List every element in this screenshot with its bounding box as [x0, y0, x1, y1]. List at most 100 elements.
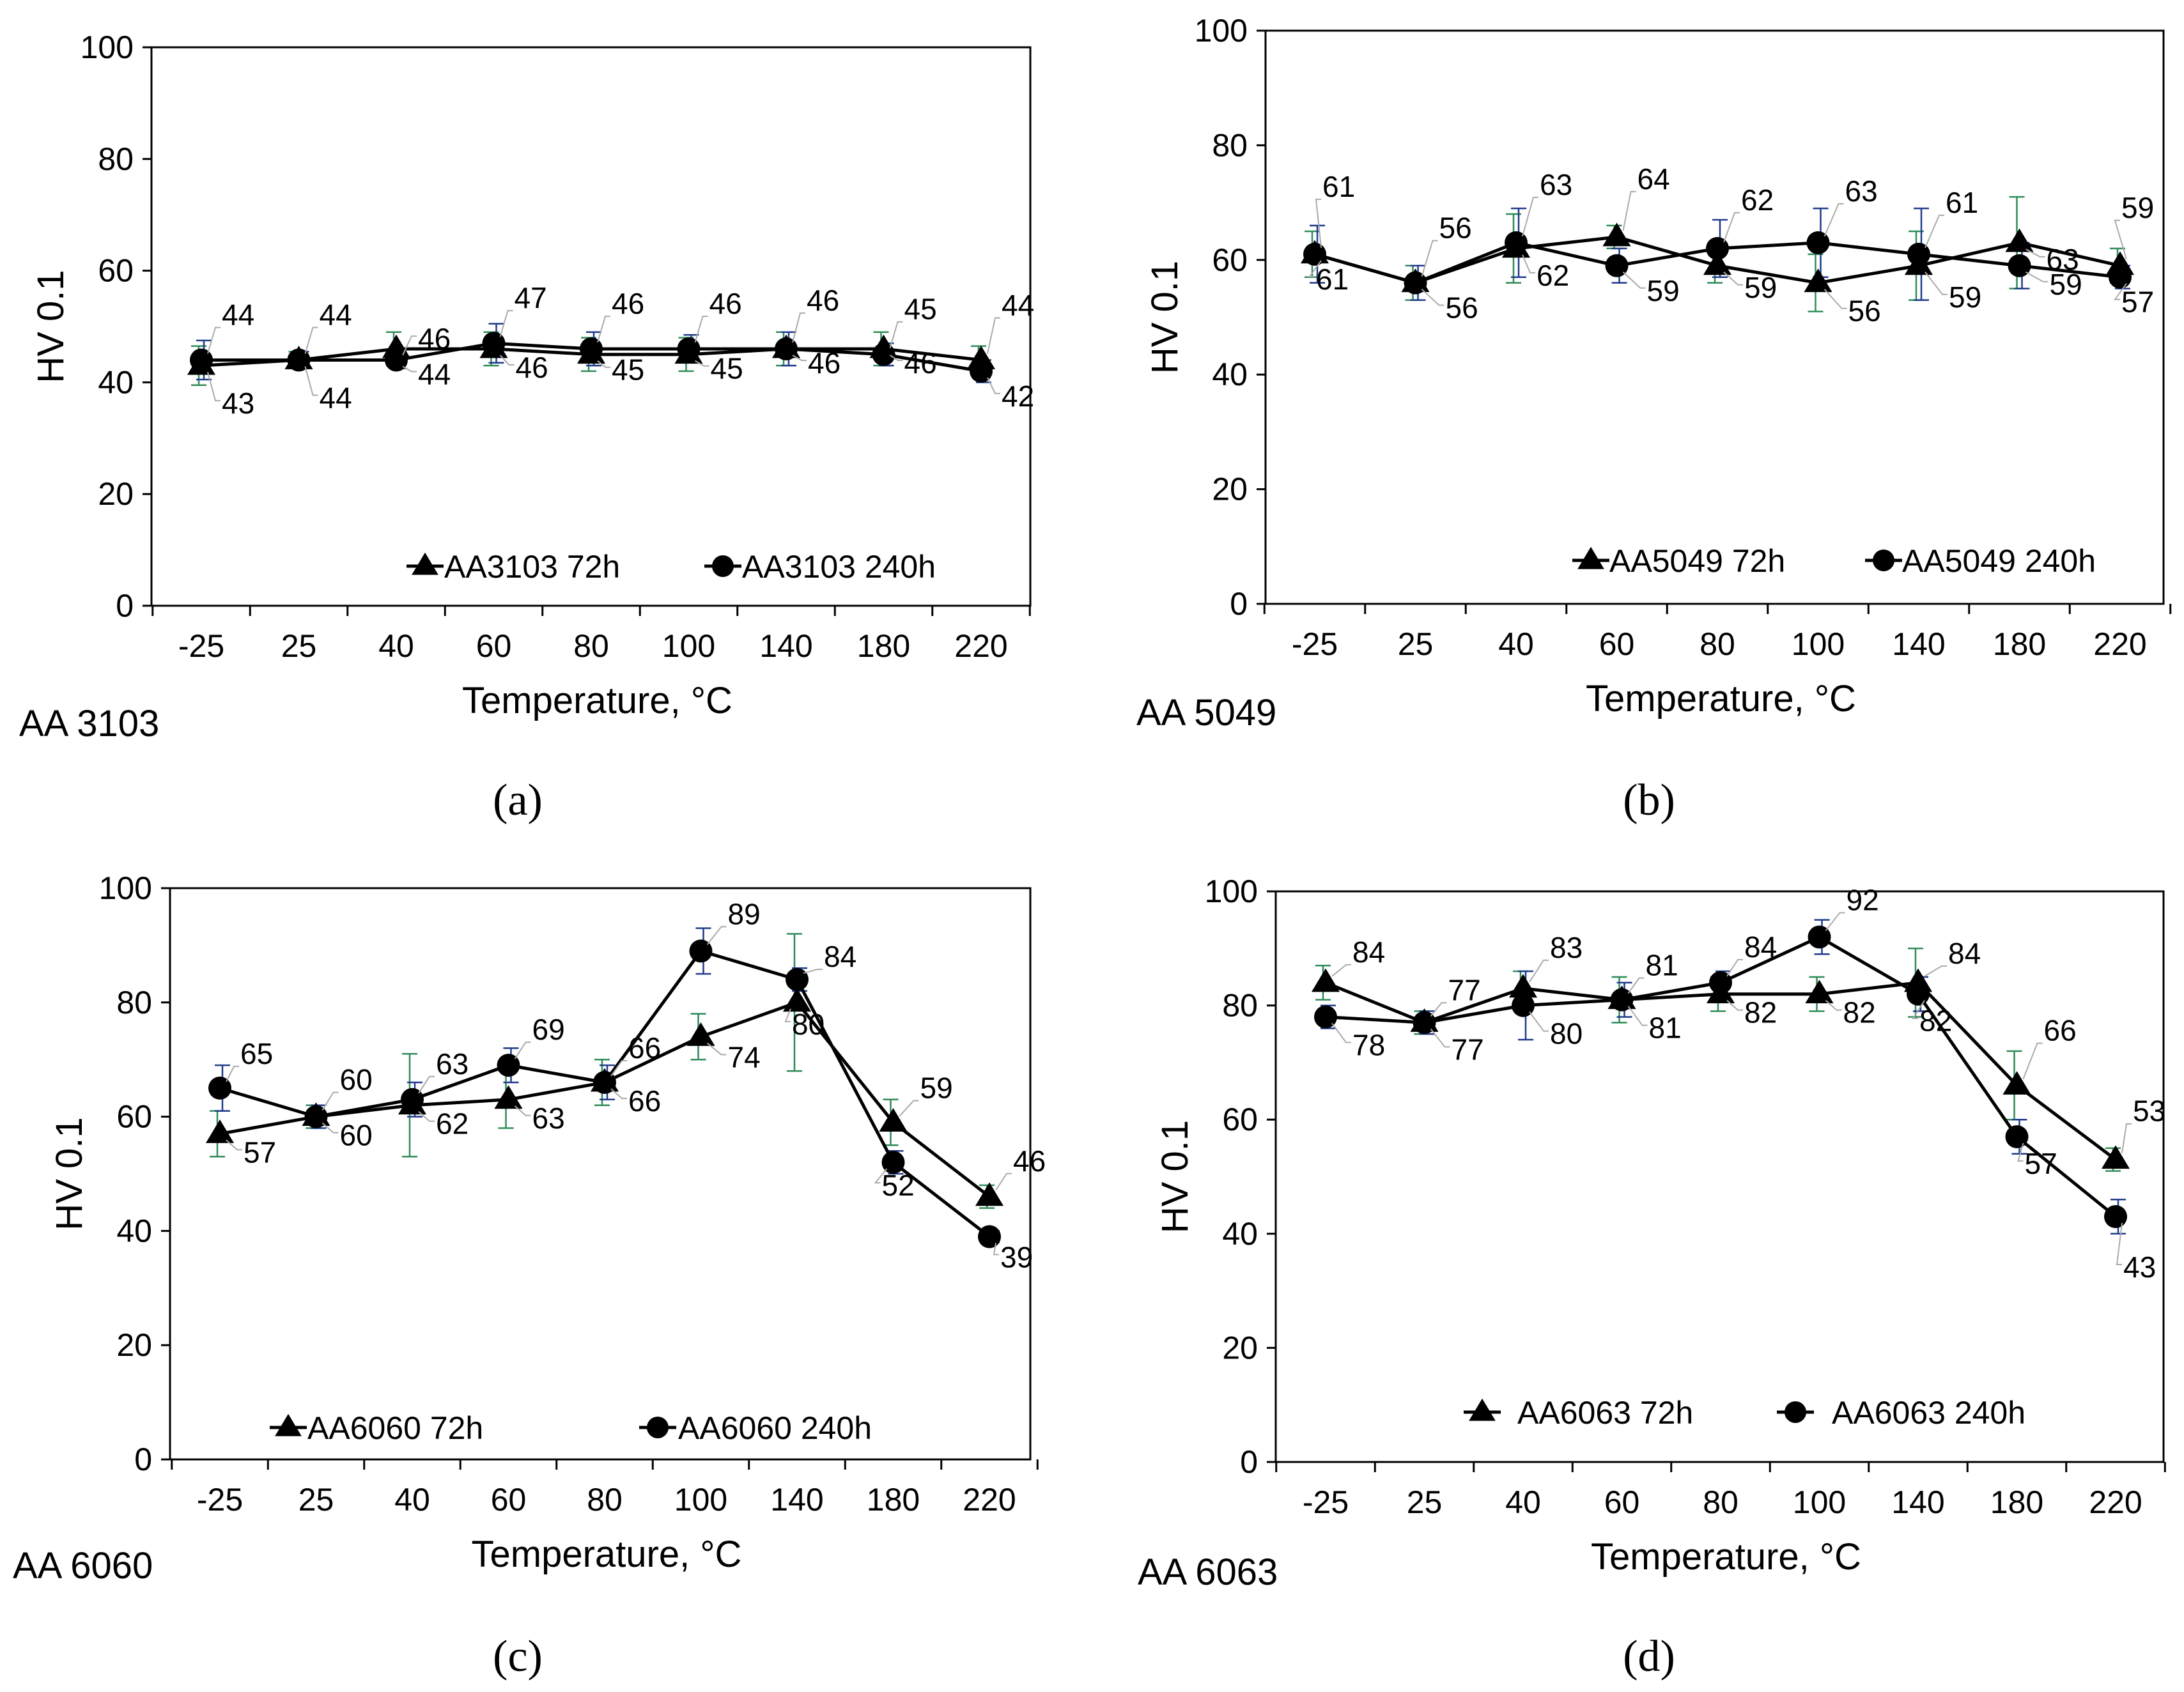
y-tick-label: 60: [98, 253, 134, 289]
y-tick-label: 80: [98, 141, 134, 177]
data-point-circle: [385, 348, 408, 372]
data-point-circle: [1605, 254, 1629, 277]
data-label: 61: [1316, 263, 1349, 296]
x-tick-label: 40: [394, 1482, 430, 1518]
data-point-circle: [1505, 231, 1528, 254]
data-label: 66: [2044, 1014, 2077, 1047]
x-tick-label: -25: [197, 1482, 243, 1518]
data-label: 63: [436, 1047, 469, 1081]
label-leader-line: [1622, 190, 1636, 231]
data-label: 46: [418, 322, 451, 355]
data-label: 42: [1002, 380, 1034, 413]
label-leader-line: [1522, 196, 1538, 237]
label-leader-line: [694, 315, 708, 343]
data-point-circle: [970, 359, 993, 383]
data-label: 53: [2133, 1095, 2165, 1128]
label-leader-line: [1308, 260, 1322, 277]
data-point-circle: [304, 1105, 328, 1128]
data-point-circle: [2008, 254, 2031, 277]
data-point-circle: [1314, 1005, 1337, 1029]
label-leader-line: [889, 321, 903, 348]
x-tick-label: 100: [1793, 1484, 1846, 1520]
x-tick-label: 40: [378, 628, 414, 664]
series-line-72h: [1325, 981, 2117, 1161]
x-tick-label: 140: [1891, 1484, 1944, 1520]
y-tick-label: 0: [116, 588, 134, 624]
data-point-circle: [401, 1088, 424, 1111]
label-leader-line: [514, 1042, 531, 1059]
data-label: 74: [728, 1040, 761, 1073]
label-leader-line: [226, 1139, 242, 1151]
x-tick-label: 80: [1703, 1484, 1739, 1520]
data-point-circle: [1303, 242, 1326, 266]
label-leader-line: [2114, 219, 2127, 260]
plot-area-frame: [169, 887, 1032, 1461]
alloy-label: AA 5049: [1136, 692, 1276, 734]
label-leader-line: [1824, 289, 1847, 309]
data-label: 69: [532, 1013, 565, 1046]
y-tick-label: 60: [1222, 1102, 1258, 1137]
label-leader-line: [1627, 977, 1645, 994]
x-tick-label: 80: [587, 1482, 623, 1518]
alloy-label: AA 3103: [19, 703, 159, 744]
legend-label: AA6060 240h: [678, 1410, 872, 1446]
data-label: 84: [1948, 937, 1981, 970]
legend-label: AA6063 72h: [1517, 1395, 1693, 1431]
label-leader-line: [1924, 965, 1947, 977]
data-label: 43: [222, 387, 254, 420]
data-label: 66: [628, 1031, 661, 1065]
data-point-triangle: [1804, 268, 1832, 293]
label-leader-line: [803, 969, 823, 974]
y-axis-title: HV 0.1: [1154, 1120, 1196, 1233]
legend-marker-circle: [1873, 550, 1894, 571]
data-point-triangle: [975, 1182, 1004, 1206]
x-tick-label: 60: [491, 1482, 527, 1518]
data-point-circle: [580, 337, 603, 360]
data-label: 80: [792, 1008, 825, 1041]
plot-area-frame: [1274, 890, 2165, 1463]
y-axis-title: HV 0.1: [30, 270, 72, 383]
label-leader-line: [1529, 1011, 1549, 1032]
data-label: 77: [1452, 1033, 1484, 1066]
y-tick-label: 40: [116, 1213, 152, 1249]
legend-label: AA3103 72h: [444, 549, 620, 585]
panel-caption: (a): [493, 776, 543, 825]
data-point-circle: [1709, 971, 1732, 994]
data-point-circle: [482, 332, 506, 355]
label-leader-line: [2022, 1042, 2043, 1079]
label-leader-line: [993, 1243, 999, 1256]
data-point-circle: [2005, 1125, 2029, 1148]
label-leader-line: [304, 327, 318, 354]
label-leader-line: [1925, 272, 1948, 295]
data-label: 62: [436, 1107, 469, 1141]
data-label: 59: [920, 1072, 953, 1105]
label-leader-line: [2121, 1123, 2132, 1153]
data-point-circle: [689, 939, 713, 963]
data-point-circle: [1404, 271, 1427, 295]
label-leader-line: [987, 317, 1000, 354]
data-label: 46: [808, 346, 840, 380]
label-leader-line: [874, 1168, 888, 1184]
x-tick-label: 25: [1398, 626, 1434, 662]
data-label: 44: [1002, 288, 1034, 321]
x-tick-label: 25: [281, 628, 317, 664]
data-point-triangle: [2101, 1145, 2130, 1169]
y-tick-label: 100: [1205, 873, 1258, 909]
plot-area-frame: [150, 46, 1032, 607]
label-leader-line: [304, 366, 318, 396]
x-axis-title: Temperature, °C: [472, 1534, 742, 1575]
data-point-triangle: [1602, 222, 1631, 247]
label-leader-line: [321, 1122, 339, 1134]
data-point-triangle: [205, 1119, 235, 1143]
data-label: 59: [2121, 191, 2154, 224]
data-point-circle: [1907, 982, 1930, 1006]
label-leader-line: [1824, 203, 1844, 237]
x-tick-label: 180: [867, 1482, 920, 1518]
data-label: 62: [1537, 259, 1569, 292]
label-leader-line: [792, 355, 807, 361]
data-point-circle: [1808, 925, 1831, 949]
panel-b: 0 20 40 60 80 100 -25 25 40 60 80 100 140 180 220 Tempe…: [1136, 13, 2172, 825]
data-label: 81: [1649, 1011, 1682, 1045]
data-point-circle: [1610, 988, 1634, 1011]
